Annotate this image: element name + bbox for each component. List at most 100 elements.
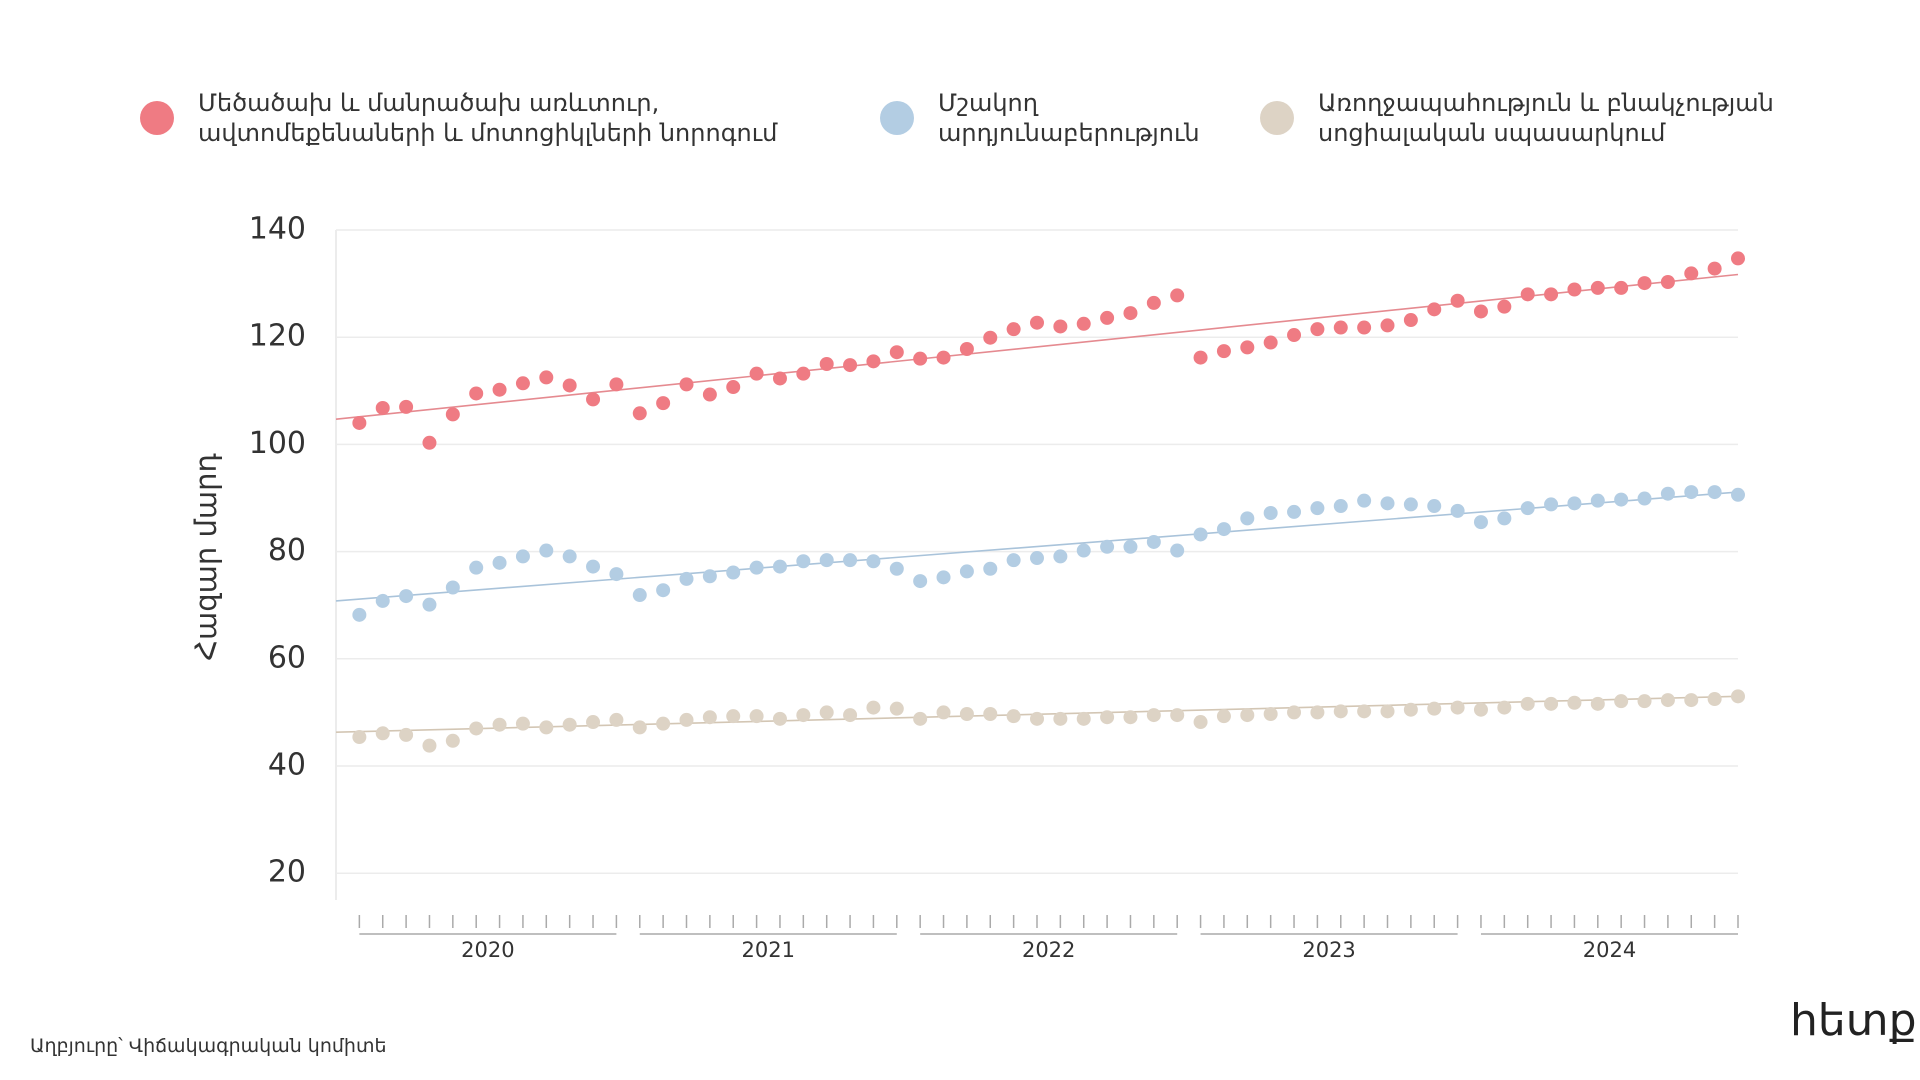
point: [609, 377, 624, 392]
point: [1216, 522, 1231, 537]
point: [492, 382, 507, 397]
point: [1006, 709, 1021, 724]
point: [1684, 266, 1699, 281]
point: [1333, 499, 1348, 514]
point: [889, 345, 904, 360]
point: [539, 370, 554, 385]
point: [586, 715, 601, 730]
point: [1660, 274, 1675, 289]
point: [1263, 335, 1278, 350]
point: [749, 709, 764, 724]
point: [1006, 553, 1021, 568]
point: [562, 378, 577, 393]
point: [399, 589, 414, 604]
point: [959, 341, 974, 356]
point: [913, 351, 928, 366]
point: [1590, 493, 1605, 508]
point: [772, 559, 787, 574]
point: [866, 354, 881, 369]
y-tick-label: 100: [249, 426, 306, 461]
point: [1637, 276, 1652, 291]
point: [1684, 485, 1699, 500]
point: [1731, 487, 1745, 502]
point: [1497, 299, 1512, 314]
point: [539, 543, 554, 558]
point: [1614, 280, 1629, 295]
point: [1684, 693, 1699, 708]
point: [609, 712, 624, 727]
point: [1403, 313, 1418, 328]
point: [936, 705, 951, 720]
point: [796, 366, 811, 381]
point: [866, 700, 881, 715]
point: [1707, 692, 1722, 706]
point: [843, 553, 858, 568]
y-tick-label: 60: [268, 640, 306, 675]
point: [726, 709, 741, 724]
point: [1263, 707, 1278, 722]
point: [1520, 696, 1535, 711]
point: [1544, 696, 1559, 711]
point: [1520, 287, 1535, 302]
y-tick-label: 20: [268, 855, 306, 890]
point: [1357, 320, 1372, 335]
point: [959, 707, 974, 722]
point: [1310, 322, 1325, 337]
point: [586, 392, 601, 407]
point: [819, 553, 834, 568]
point: [1614, 492, 1629, 507]
legend-label: Առողջապահություն և բնակչության սոցիալակա…: [1318, 89, 1774, 147]
point: [889, 701, 904, 716]
point: [1170, 708, 1185, 723]
point: [1357, 493, 1372, 508]
point: [1053, 319, 1068, 334]
point: [819, 705, 834, 720]
point: [1170, 543, 1185, 558]
point: [1006, 322, 1021, 337]
point: [866, 554, 881, 569]
point: [1030, 711, 1044, 726]
x-group-label: 2022: [1022, 938, 1075, 962]
legend-label: Մշակող արդյունաբերություն: [938, 89, 1200, 147]
point: [445, 407, 460, 422]
point: [1146, 295, 1161, 310]
point: [1030, 315, 1044, 330]
point: [1520, 501, 1535, 516]
point: [632, 720, 647, 735]
point: [679, 377, 694, 392]
legend-label: Մեծածախ և մանրածախ առևտուր, ավտոմեքենանե…: [198, 89, 778, 147]
point: [889, 561, 904, 576]
point: [913, 711, 928, 726]
point: [469, 721, 484, 736]
point: [1590, 696, 1605, 711]
y-tick-label: 80: [268, 533, 306, 568]
point: [1240, 708, 1255, 723]
point: [1497, 511, 1512, 526]
point: [1590, 280, 1605, 295]
point: [515, 376, 530, 391]
point: [1637, 491, 1652, 506]
point: [632, 588, 647, 603]
point: [1193, 350, 1208, 365]
point: [959, 564, 974, 579]
point: [1544, 287, 1559, 302]
point: [1380, 318, 1395, 333]
point: [1333, 320, 1348, 335]
point: [796, 554, 811, 569]
point: [1544, 497, 1559, 512]
point: [1403, 702, 1418, 717]
point: [843, 708, 858, 723]
point: [1333, 704, 1348, 719]
point: [749, 366, 764, 381]
point: [1357, 704, 1372, 719]
point: [399, 727, 414, 742]
point: [1380, 496, 1395, 511]
point: [796, 708, 811, 723]
point: [936, 350, 951, 365]
point: [399, 399, 414, 414]
point: [1123, 306, 1138, 321]
point: [913, 574, 928, 589]
point: [469, 386, 484, 401]
x-group-label: 2023: [1302, 938, 1355, 962]
point: [1053, 549, 1068, 564]
